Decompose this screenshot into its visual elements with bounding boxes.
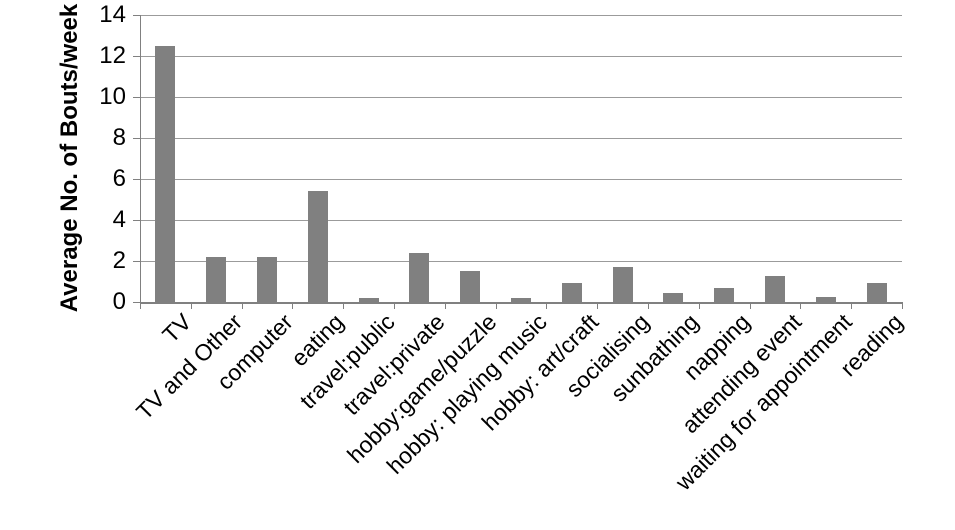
y-tick <box>133 56 140 57</box>
bar <box>511 298 531 302</box>
x-axis-line <box>140 302 902 304</box>
bar <box>867 283 887 302</box>
x-tick <box>191 302 192 309</box>
x-tick <box>902 302 903 309</box>
gridline <box>140 220 902 221</box>
x-tick <box>343 302 344 309</box>
y-tick-label: 8 <box>112 124 126 151</box>
bar <box>562 283 582 302</box>
y-tick-label: 14 <box>99 1 126 28</box>
gridline <box>140 56 902 57</box>
x-tick <box>699 302 700 309</box>
x-tick <box>750 302 751 309</box>
bar <box>765 276 785 302</box>
gridline <box>140 261 902 262</box>
x-tick <box>800 302 801 309</box>
bar <box>308 191 328 302</box>
y-tick-label: 4 <box>112 206 126 233</box>
bar <box>409 253 429 302</box>
x-tick <box>394 302 395 309</box>
bar <box>816 297 836 302</box>
bar <box>155 46 175 302</box>
y-tick-label: 12 <box>99 42 126 69</box>
x-tick <box>140 302 141 309</box>
bar <box>460 271 480 302</box>
y-tick-label: 10 <box>99 83 126 110</box>
x-axis-label: TV <box>156 308 196 348</box>
x-tick <box>648 302 649 309</box>
x-tick <box>445 302 446 309</box>
gridline <box>140 15 902 16</box>
y-tick-label: 2 <box>112 247 126 274</box>
y-tick <box>133 97 140 98</box>
y-tick <box>133 261 140 262</box>
y-tick <box>133 220 140 221</box>
y-tick <box>133 179 140 180</box>
x-tick <box>242 302 243 309</box>
bar <box>663 293 683 302</box>
y-tick <box>133 138 140 139</box>
bar <box>206 257 226 302</box>
x-tick <box>496 302 497 309</box>
y-axis-line <box>140 15 141 309</box>
y-tick <box>133 15 140 16</box>
gridline <box>140 97 902 98</box>
x-tick <box>546 302 547 309</box>
gridline <box>140 138 902 139</box>
x-tick <box>597 302 598 309</box>
y-tick-label: 6 <box>112 165 126 192</box>
x-tick <box>292 302 293 309</box>
gridline <box>140 179 902 180</box>
bar <box>613 267 633 302</box>
y-tick-label: 0 <box>112 288 126 315</box>
x-tick <box>851 302 852 309</box>
y-tick <box>133 302 140 303</box>
bar <box>257 257 277 302</box>
bar <box>714 288 734 302</box>
bar <box>359 298 379 302</box>
